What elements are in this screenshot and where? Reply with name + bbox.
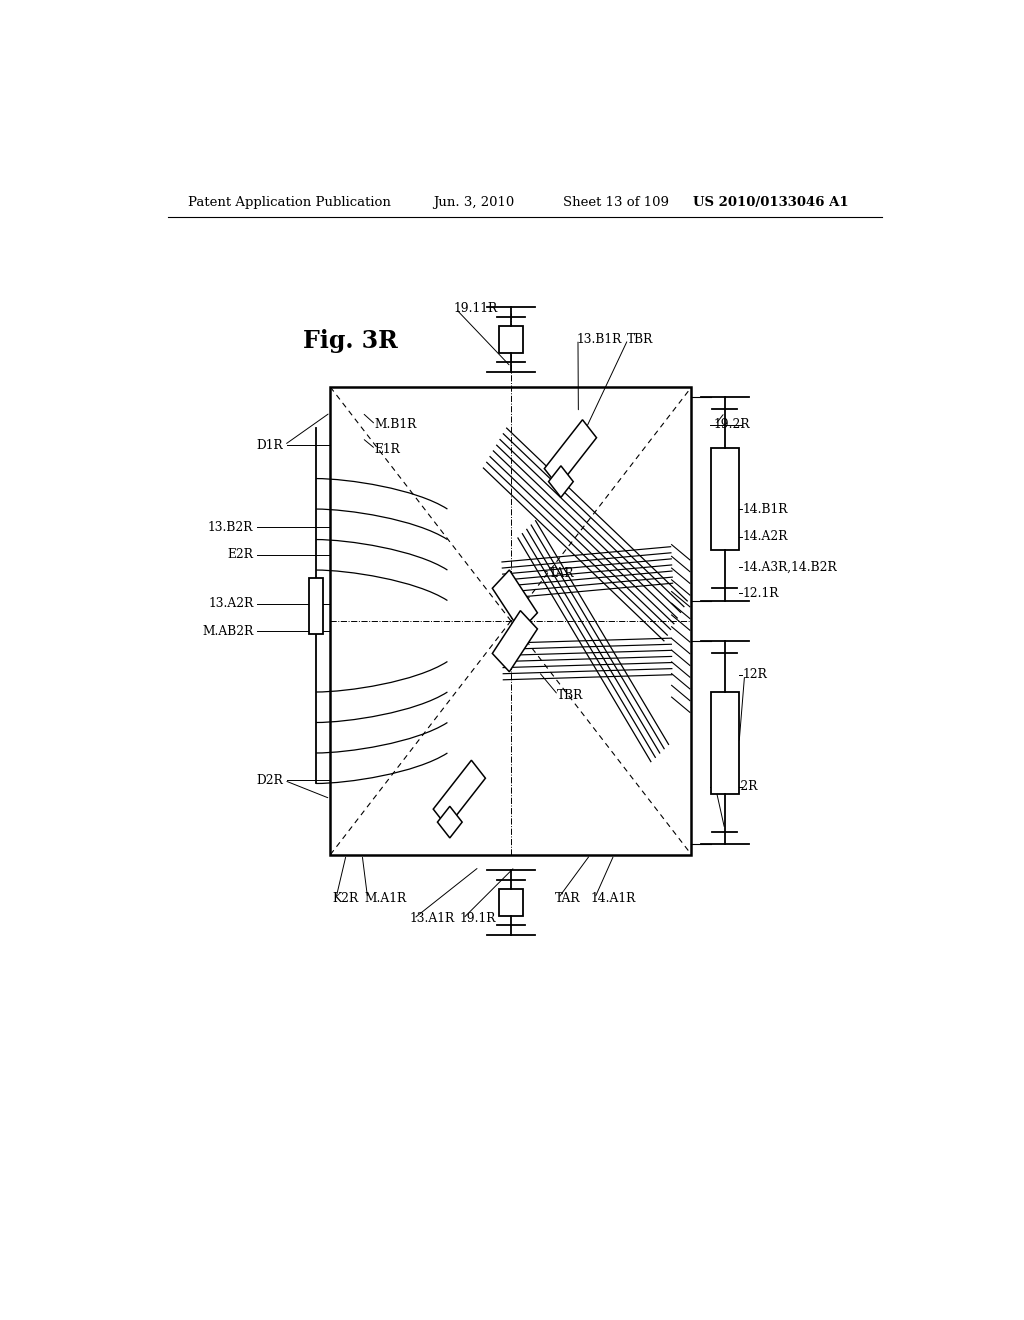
Text: 19.22R: 19.22R — [714, 780, 758, 793]
Text: TAR: TAR — [555, 892, 581, 904]
Text: K2R: K2R — [333, 892, 358, 904]
Text: M.A1R: M.A1R — [365, 892, 407, 904]
Text: Patent Application Publication: Patent Application Publication — [187, 195, 390, 209]
Text: TAR: TAR — [549, 566, 574, 579]
Polygon shape — [493, 611, 538, 672]
Text: TBR: TBR — [557, 689, 583, 701]
Polygon shape — [433, 760, 485, 828]
Text: M.B1R: M.B1R — [374, 418, 417, 432]
Text: TBR: TBR — [627, 333, 652, 346]
Text: 13.A1R: 13.A1R — [410, 912, 455, 925]
Text: D2R: D2R — [256, 774, 283, 787]
Text: 13.A2R: 13.A2R — [208, 597, 253, 610]
Bar — [331, 387, 691, 854]
Bar — [711, 692, 739, 793]
Text: 19.1R: 19.1R — [460, 912, 496, 925]
Polygon shape — [545, 420, 597, 487]
Text: 13.B1R: 13.B1R — [577, 333, 622, 346]
Bar — [309, 578, 324, 634]
Text: E2R: E2R — [227, 548, 253, 561]
Text: E1R: E1R — [374, 442, 399, 455]
Bar — [499, 326, 523, 352]
Text: 12.1R: 12.1R — [743, 587, 779, 599]
Polygon shape — [549, 466, 573, 498]
Text: 13.B2R: 13.B2R — [208, 521, 253, 533]
Text: Jun. 3, 2010: Jun. 3, 2010 — [433, 195, 515, 209]
Bar — [711, 447, 739, 549]
Text: 14.A3R,14.B2R: 14.A3R,14.B2R — [743, 561, 838, 573]
Polygon shape — [437, 807, 462, 838]
Text: US 2010/0133046 A1: US 2010/0133046 A1 — [693, 195, 849, 209]
Text: 12R: 12R — [743, 668, 768, 681]
Text: 14.A2R: 14.A2R — [743, 531, 788, 543]
Text: M.AB2R: M.AB2R — [202, 624, 253, 638]
Text: D1R: D1R — [256, 438, 283, 451]
Polygon shape — [493, 570, 538, 631]
Text: 14.B1R: 14.B1R — [743, 503, 788, 516]
Text: 14.A1R: 14.A1R — [591, 892, 636, 904]
Text: 19.2R: 19.2R — [714, 418, 751, 432]
Bar — [499, 888, 523, 916]
Text: Sheet 13 of 109: Sheet 13 of 109 — [563, 195, 669, 209]
Text: 19.11R: 19.11R — [454, 302, 498, 315]
Text: Fig. 3R: Fig. 3R — [303, 330, 397, 354]
